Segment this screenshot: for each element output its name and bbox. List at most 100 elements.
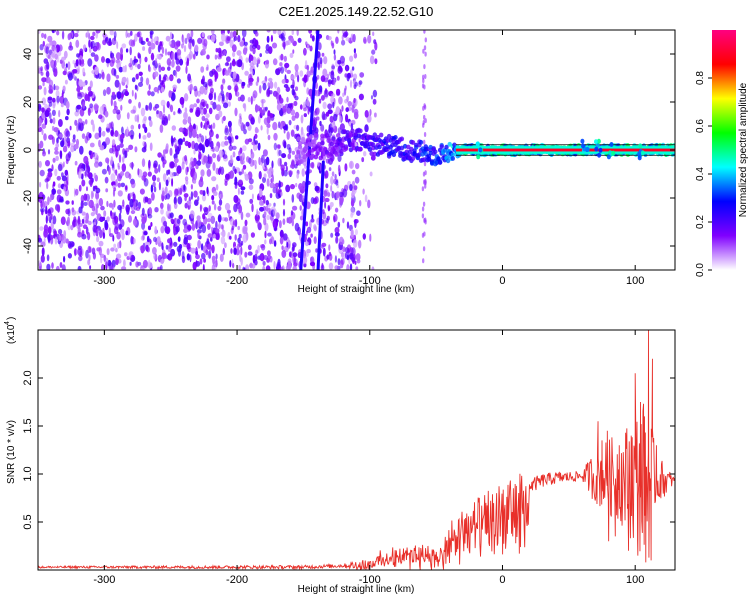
noise-speckle [267,232,272,237]
carrier-blob [637,155,642,161]
noise-speckle [86,186,88,192]
noise-speckle [224,140,229,146]
noise-speckle [245,264,250,270]
noise-speckle [285,165,288,172]
noise-speckle [170,218,174,223]
noise-speckle [332,101,335,109]
noise-speckle [65,130,71,138]
noise-speckle [113,211,117,221]
noise-speckle [193,85,198,92]
noise-speckle [284,161,288,167]
noise-speckle [223,102,229,109]
noise-speckle [231,44,237,53]
noise-speckle [208,250,212,259]
noise-speckle [67,208,71,217]
noise-speckle [171,51,176,61]
noise-speckle [119,219,125,228]
noise-speckle [265,265,271,270]
noise-speckle [311,35,315,42]
noise-speckle [43,33,47,40]
noise-speckle [145,37,149,42]
noise-speckle [272,219,277,229]
noise-speckle [84,93,90,102]
noise-speckle [67,253,72,259]
noise-speckle [117,242,121,249]
noise-speckle [72,60,76,65]
noise-speckle [334,207,339,213]
noise-speckle [39,169,45,177]
noise-speckle [147,225,152,231]
noise-speckle [221,33,226,42]
carrier-blob [581,143,585,149]
noise-speckle [95,191,100,200]
noise-speckle [171,59,175,68]
noise-speckle [178,138,183,145]
noise-speckle [214,145,219,152]
noise-speckle [43,86,47,96]
noise-speckle [92,123,95,132]
noise-speckle [286,131,290,140]
noise-speckle [44,109,50,118]
noise-speckle [192,261,197,270]
noise-speckle [194,142,199,152]
noise-speckle [260,98,266,104]
carrier-blob [437,159,443,165]
noise-speckle [189,108,194,113]
noise-speckle [56,189,62,195]
noise-speckle [224,217,229,222]
noise-speckle [106,123,110,129]
noise-speckle [287,170,293,176]
noise-speckle [218,222,221,230]
noise-speckle [56,95,60,103]
noise-speckle [250,232,255,238]
noise-speckle [182,36,185,46]
noise-speckle [43,228,48,238]
noise-speckle [237,187,240,195]
noise-speckle [147,90,152,96]
noise-speckle [55,265,60,270]
noise-speckle [214,228,220,234]
noise-speckle [156,177,160,182]
noise-speckle [65,100,70,110]
noise-speckle [292,79,295,88]
noise-speckle [183,93,189,102]
noise-speckle [91,40,95,49]
noise-speckle [142,233,145,241]
noise-speckle [171,178,174,187]
noise-speckle [262,149,268,157]
noise-speckle [214,71,219,80]
noise-speckle [124,150,128,158]
noise-speckle [289,52,294,59]
noise-speckle [308,88,313,97]
carrier-blob [594,139,598,145]
noise-speckle [287,261,292,270]
noise-speckle [129,162,135,169]
noise-speckle [423,30,426,34]
noise-speckle [197,239,202,249]
noise-speckle [317,161,320,167]
noise-speckle [120,228,125,234]
noise-speckle [109,233,114,238]
noise-speckle [128,215,132,223]
noise-speckle [263,211,267,217]
noise-speckle [165,244,169,250]
noise-speckle [134,61,138,68]
noise-speckle [189,254,192,263]
noise-speckle [110,156,114,165]
noise-speckle [186,33,191,40]
noise-speckle [290,37,295,44]
noise-speckle [145,77,150,86]
noise-speckle [162,159,167,165]
x-tick-label: 0 [499,574,505,586]
noise-speckle [89,103,94,109]
noise-speckle [242,234,248,243]
noise-speckle [162,173,167,182]
noise-speckle [87,86,92,92]
noise-speckle [152,174,157,182]
noise-speckle [54,150,59,155]
noise-speckle [50,213,53,220]
carrier-blob [301,137,306,143]
noise-speckle [262,176,266,183]
noise-speckle [131,89,134,97]
noise-speckle [217,47,222,54]
